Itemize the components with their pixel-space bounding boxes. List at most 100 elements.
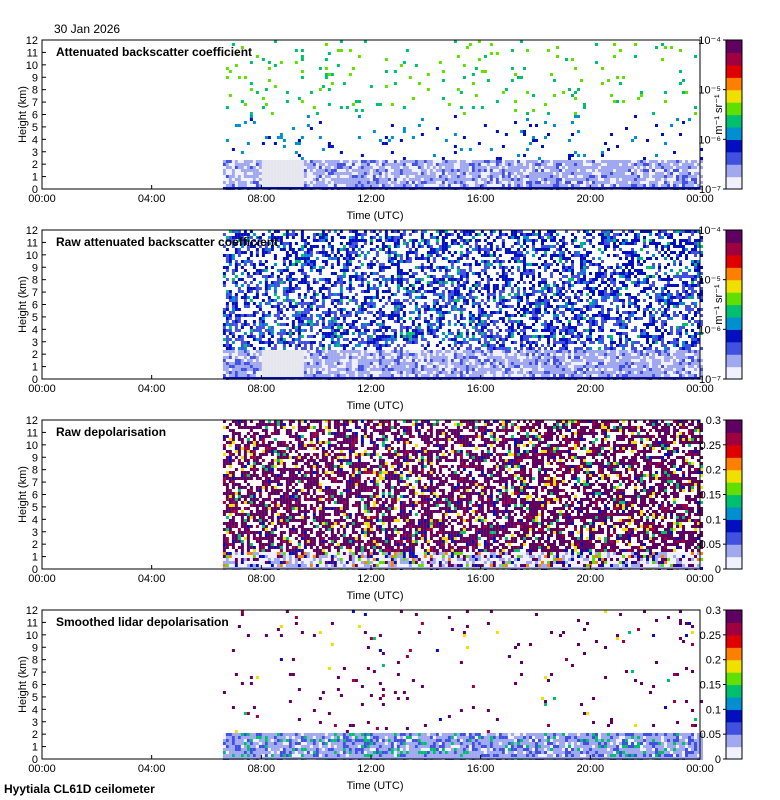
data-cell — [336, 251, 340, 254]
data-cell — [520, 175, 523, 178]
data-cell — [336, 64, 340, 67]
data-cell — [453, 308, 457, 311]
data-cell — [384, 166, 388, 169]
data-cell — [474, 239, 478, 242]
data-cell — [544, 175, 547, 178]
data-cell — [634, 160, 637, 163]
data-cell — [456, 308, 460, 311]
data-cell — [276, 338, 280, 341]
data-cell — [264, 341, 268, 344]
data-cell — [369, 338, 373, 341]
data-cell — [390, 103, 394, 106]
data-cell — [504, 329, 508, 332]
data-cell — [231, 278, 235, 281]
data-cell — [384, 335, 388, 338]
data-cell — [577, 115, 580, 118]
data-cell — [679, 172, 682, 175]
data-cell — [228, 290, 232, 293]
data-cell — [462, 169, 466, 172]
data-cell — [348, 359, 352, 362]
data-cell — [613, 172, 616, 175]
data-cell — [664, 166, 667, 169]
data-cell — [387, 338, 391, 341]
data-cell — [550, 166, 553, 169]
data-cell — [465, 371, 469, 374]
data-cell — [408, 335, 412, 338]
data-cell — [279, 166, 283, 169]
data-cell — [258, 172, 262, 175]
data-cell — [267, 299, 271, 302]
data-cell — [294, 374, 298, 377]
data-cell — [243, 239, 247, 242]
data-cell — [375, 347, 379, 350]
data-cell — [607, 178, 610, 181]
data-cell — [354, 314, 358, 317]
data-cell — [601, 67, 604, 70]
data-cell — [483, 175, 487, 178]
data-cell — [399, 178, 403, 181]
data-cell — [378, 103, 382, 106]
data-cell — [468, 230, 472, 233]
data-cell — [354, 278, 358, 281]
data-cell — [529, 169, 532, 172]
data-cell — [231, 362, 235, 365]
data-cell — [273, 365, 277, 368]
data-cell — [315, 166, 319, 169]
data-cell — [342, 347, 346, 350]
data-cell — [354, 172, 358, 175]
data-cell — [243, 172, 247, 175]
data-cell — [417, 359, 421, 362]
data-cell — [495, 160, 499, 163]
data-cell — [252, 245, 256, 248]
data-cell — [580, 178, 583, 181]
data-cell — [327, 347, 331, 350]
data-cell — [664, 163, 667, 166]
data-cell — [267, 287, 271, 290]
data-cell — [345, 263, 349, 266]
data-cell — [381, 242, 385, 245]
data-cell — [462, 317, 466, 320]
data-cell — [498, 338, 502, 341]
data-cell — [330, 239, 334, 242]
data-cell — [330, 172, 334, 175]
data-cell — [270, 233, 274, 236]
data-cell — [333, 350, 337, 353]
data-cell — [486, 160, 490, 163]
data-cell — [315, 356, 319, 359]
data-cell — [471, 82, 475, 85]
data-cell — [480, 365, 484, 368]
data-cell — [390, 374, 394, 377]
data-cell — [282, 299, 286, 302]
data-cell — [387, 353, 391, 356]
data-cell — [396, 166, 400, 169]
data-cell — [225, 302, 229, 305]
data-cell — [237, 362, 241, 365]
data-cell — [510, 230, 514, 233]
data-cell — [507, 356, 511, 359]
data-cell — [357, 275, 361, 278]
data-cell — [369, 320, 373, 323]
data-cell — [366, 178, 370, 181]
data-cell — [339, 254, 343, 257]
data-cell — [381, 290, 385, 293]
data-cell — [474, 172, 478, 175]
data-cell — [462, 356, 466, 359]
data-cell — [303, 272, 307, 275]
data-cell — [384, 233, 388, 236]
data-cell — [685, 178, 688, 181]
data-cell — [399, 329, 403, 332]
data-cell — [652, 160, 655, 163]
data-cell — [553, 94, 556, 97]
data-cell — [300, 323, 304, 326]
data-cell — [547, 169, 550, 172]
data-cell — [384, 230, 388, 233]
data-cell — [237, 308, 241, 311]
data-cell — [240, 362, 244, 365]
data-cell — [634, 43, 637, 46]
data-cell — [303, 344, 307, 347]
data-cell — [456, 356, 460, 359]
data-cell — [342, 317, 346, 320]
data-cell — [498, 353, 502, 356]
data-cell — [264, 269, 268, 272]
data-cell — [342, 371, 346, 374]
